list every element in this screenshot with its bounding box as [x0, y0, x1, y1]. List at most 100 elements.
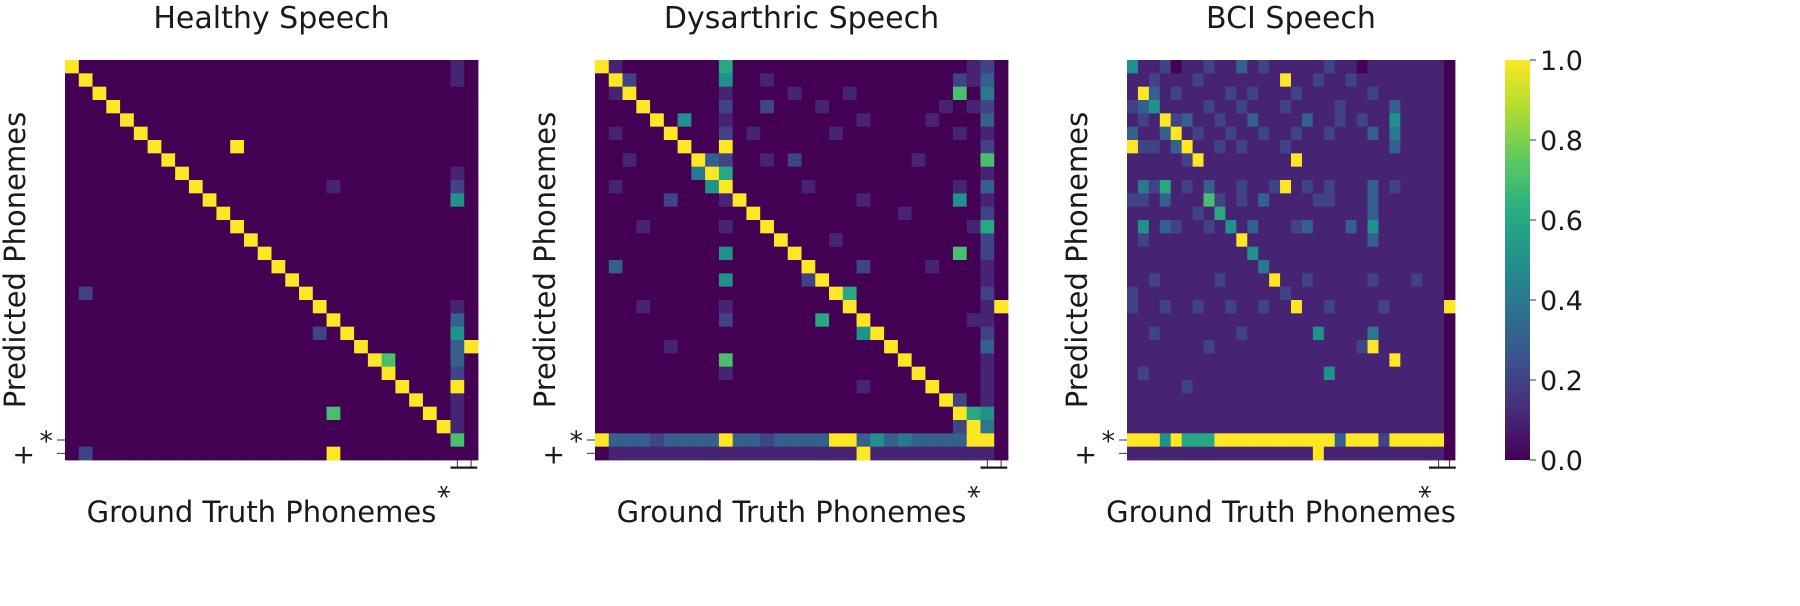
heatmap-cell [299, 300, 314, 314]
heatmap-cell [106, 326, 121, 341]
heatmap-cell [1411, 86, 1423, 101]
heatmap-cell [760, 300, 775, 314]
heatmap-cell [1433, 73, 1445, 88]
heatmap-cell [1203, 206, 1215, 221]
heatmap-cell [1203, 326, 1215, 341]
heatmap-cell [622, 73, 637, 88]
heatmap-cell [705, 380, 720, 394]
heatmap-cell [952, 233, 968, 248]
heatmap-cell [1181, 60, 1193, 74]
heatmap-cell [952, 420, 968, 434]
heatmap-cell [188, 313, 204, 328]
heatmap-cell [175, 446, 190, 461]
heatmap-cell [436, 113, 451, 128]
heatmap-cell [1378, 366, 1390, 381]
heatmap-cell [1422, 233, 1434, 248]
heatmap-cell [147, 286, 162, 301]
heatmap-cell [718, 246, 734, 261]
colorbar-tick-label: 0.2 [1540, 366, 1583, 397]
heatmap-cell [1181, 100, 1193, 114]
heatmap-cell [842, 140, 857, 154]
heatmap-cell [856, 220, 871, 234]
heatmap-cell [1225, 153, 1237, 168]
heatmap-cell [354, 126, 369, 141]
heatmap-cell [395, 446, 410, 461]
heatmap-cell [1400, 180, 1412, 194]
heatmap-cell [1433, 326, 1445, 341]
heatmap-cell [691, 300, 706, 314]
heatmap-cell [133, 246, 148, 261]
heatmap-cell [1411, 100, 1423, 114]
heatmap-cell [340, 340, 355, 354]
heatmap-cell [161, 446, 176, 461]
colorbar-tick-label: 0.6 [1540, 206, 1583, 237]
heatmap-cell [1236, 206, 1248, 221]
heatmap-cell [870, 353, 885, 368]
heatmap-cell [842, 126, 857, 141]
heatmap-cell [1214, 286, 1226, 301]
heatmap-cell [718, 193, 734, 208]
heatmap-cell [120, 340, 135, 354]
heatmap-cell [381, 326, 396, 341]
heatmap-cell [801, 233, 816, 248]
heatmap-cell [133, 353, 148, 368]
heatmap-cell [120, 353, 135, 368]
heatmap-cell [994, 73, 1009, 88]
heatmap-cell [966, 313, 981, 328]
heatmap-cell [436, 166, 451, 181]
heatmap-cell [464, 273, 479, 288]
heatmap-cell [409, 380, 424, 394]
heatmap-cell [243, 233, 259, 248]
heatmap-cell [897, 353, 913, 368]
heatmap-cell [65, 433, 80, 448]
heatmap-cell [1367, 380, 1379, 394]
heatmap-cell [78, 100, 93, 114]
heatmap-cell [230, 393, 245, 408]
heatmap-cell [1148, 73, 1161, 88]
heatmap-cell [1236, 326, 1248, 341]
heatmap-cell [787, 73, 802, 88]
heatmap-cell [1192, 206, 1204, 221]
heatmap-cell [257, 73, 272, 88]
heatmap-cell [1444, 166, 1456, 181]
heatmap-cell [299, 193, 314, 208]
heatmap-cell [230, 100, 245, 114]
heatmap-cell [773, 313, 789, 328]
heatmap-cell [1323, 73, 1336, 88]
heatmap-cell [705, 193, 720, 208]
heatmap-cell [732, 326, 747, 341]
heatmap-cell [1225, 60, 1237, 74]
heatmap-cell [230, 166, 245, 181]
heatmap-cell [815, 233, 830, 248]
heatmap-cell [663, 166, 678, 181]
heatmap-cell [1422, 433, 1434, 448]
heatmap-cell [409, 113, 424, 128]
heatmap-cell [1334, 140, 1347, 154]
y-tick-label: + [1074, 439, 1097, 470]
heatmap-cell [326, 326, 341, 341]
heatmap-cell [1378, 73, 1390, 88]
heatmap-cell [746, 113, 761, 128]
heatmap-cell [1323, 193, 1336, 208]
heatmap-cell [622, 406, 637, 421]
heatmap-cell [106, 420, 121, 434]
heatmap-cell [1181, 233, 1193, 248]
heatmap-cell [271, 406, 286, 421]
heatmap-cell [450, 126, 465, 141]
heatmap-cell [1137, 193, 1150, 208]
heatmap-cell [381, 380, 396, 394]
heatmap-cell [271, 300, 286, 314]
heatmap-cell [856, 286, 871, 301]
heatmap-cell [691, 353, 706, 368]
heatmap-cell [952, 353, 968, 368]
heatmap-cell [994, 233, 1009, 248]
heatmap-cell [925, 313, 940, 328]
heatmap-cell [1356, 433, 1368, 448]
heatmap-cell [1312, 140, 1325, 154]
heatmap-cell [691, 366, 706, 381]
heatmap-cell [436, 366, 451, 381]
heatmap-cell [326, 166, 341, 181]
heatmap-cell [677, 180, 692, 194]
heatmap-cell [732, 60, 747, 74]
heatmap-cell [1291, 273, 1303, 288]
